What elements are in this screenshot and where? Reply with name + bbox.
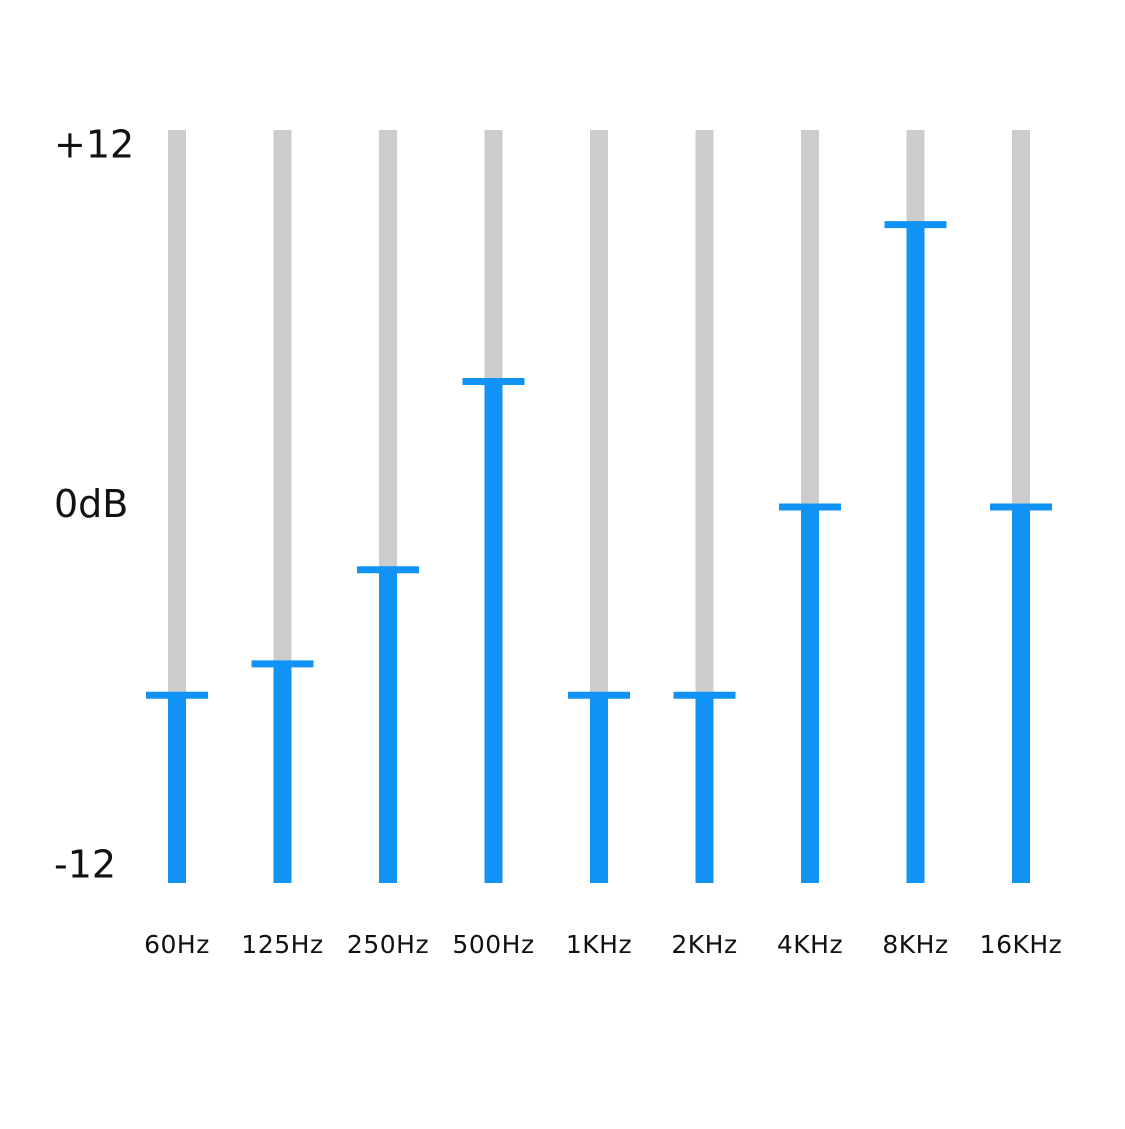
y-tick-label: +12 <box>54 123 134 167</box>
band-label: 4KHz <box>777 930 843 959</box>
slider-level <box>801 506 819 883</box>
y-tick-label: 0dB <box>54 482 128 526</box>
band-label: 1KHz <box>566 930 632 959</box>
y-tick-label: -12 <box>54 843 116 887</box>
slider-handle[interactable] <box>568 691 630 699</box>
slider-handle[interactable] <box>884 221 947 229</box>
slider-level <box>484 381 503 883</box>
slider-level <box>695 694 714 883</box>
band-label: 60Hz <box>144 930 210 959</box>
slider-handle[interactable] <box>251 660 314 668</box>
band-label: 250Hz <box>347 930 429 959</box>
band-label: 500Hz <box>452 930 534 959</box>
slider-handle[interactable] <box>673 691 736 699</box>
slider-level <box>590 694 608 883</box>
band-label: 125Hz <box>241 930 323 959</box>
slider-handle[interactable] <box>462 378 525 385</box>
slider-level <box>906 224 925 883</box>
band-label: 8KHz <box>882 930 948 959</box>
slider-handle[interactable] <box>779 503 841 511</box>
slider-level <box>168 694 186 883</box>
slider-handle[interactable] <box>990 503 1052 511</box>
band-label: 16KHz <box>980 930 1063 959</box>
slider-handle[interactable] <box>146 691 208 699</box>
slider-level <box>273 663 292 883</box>
band-label: 2KHz <box>671 930 737 959</box>
slider-level <box>379 569 397 883</box>
slider-level <box>1012 506 1030 883</box>
slider-handle[interactable] <box>357 566 419 574</box>
